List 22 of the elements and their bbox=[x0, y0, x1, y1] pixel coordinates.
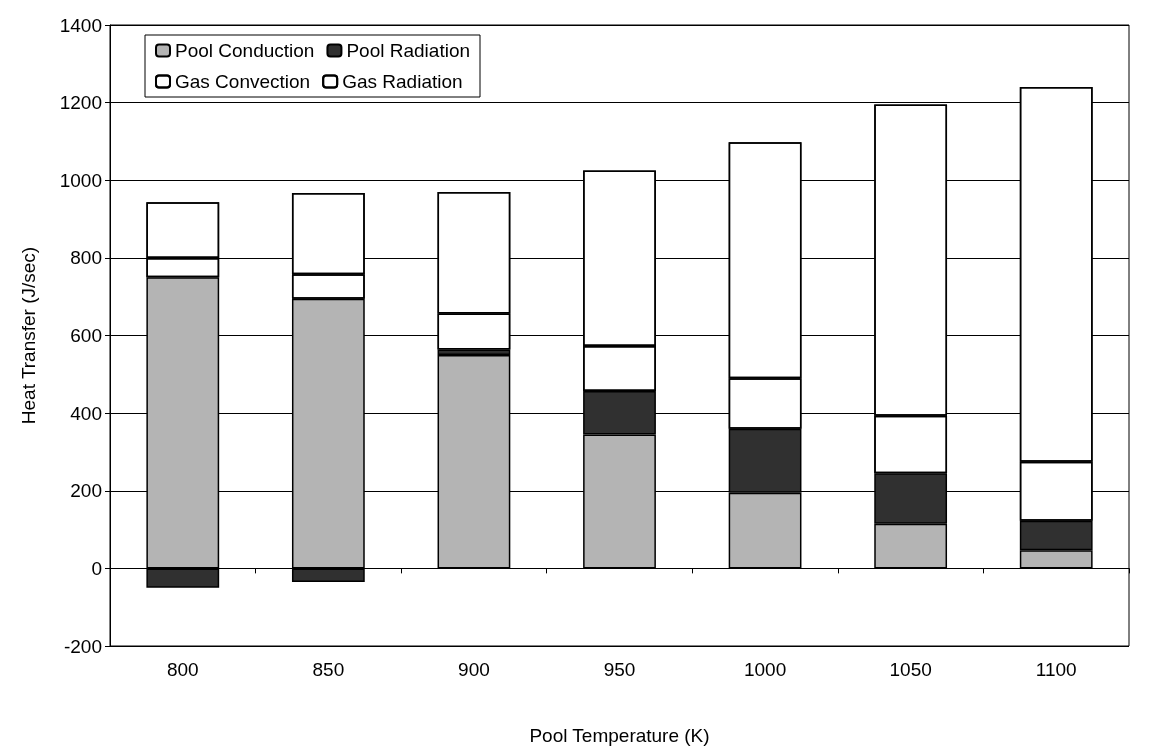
legend-label: Gas Radiation bbox=[342, 71, 463, 92]
x-tick-label: 950 bbox=[603, 659, 636, 680]
y-tick-label: 1000 bbox=[59, 169, 102, 191]
y-tick-label: 800 bbox=[70, 247, 102, 269]
legend-label: Pool Radiation bbox=[346, 40, 471, 61]
y-tick-label: 1400 bbox=[59, 14, 102, 36]
y-tick-label: 600 bbox=[70, 325, 102, 346]
x-axis-title: Pool Temperature (K) bbox=[529, 725, 710, 746]
legend-label: Pool Conduction bbox=[175, 40, 315, 61]
y-tick-label: 1200 bbox=[59, 92, 102, 114]
y-tick-label: 200 bbox=[70, 480, 102, 502]
y-tick-label: -200 bbox=[63, 635, 102, 657]
x-tick-label: 800 bbox=[166, 659, 199, 680]
y-tick-label: 0 bbox=[91, 557, 102, 579]
x-tick-label: 1000 bbox=[743, 659, 787, 680]
y-axis-title: Heat Transfer (J/sec) bbox=[18, 246, 39, 425]
x-tick-label: 900 bbox=[458, 659, 490, 680]
legend-label: Gas Convection bbox=[175, 71, 311, 92]
x-tick-label: 850 bbox=[312, 659, 345, 680]
x-tick-label: 1050 bbox=[889, 659, 932, 680]
y-tick-label: 400 bbox=[70, 402, 102, 424]
x-tick-label: 1100 bbox=[1035, 659, 1077, 680]
